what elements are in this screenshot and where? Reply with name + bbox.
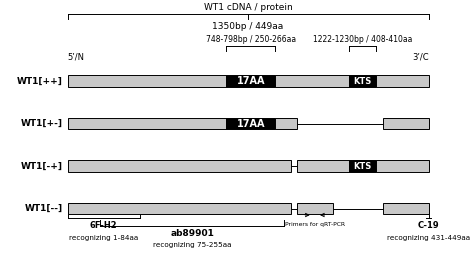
Text: WT1[--]: WT1[--]	[25, 204, 63, 213]
Bar	[297, 160, 349, 172]
Text: C-19: C-19	[418, 221, 439, 230]
Text: 5’/N: 5’/N	[68, 53, 84, 62]
Text: recognizing 431-449aa: recognizing 431-449aa	[387, 235, 470, 241]
Bar	[68, 160, 292, 172]
Text: 17AA: 17AA	[237, 119, 265, 129]
Bar	[349, 160, 376, 172]
Text: 748-798bp / 250-266aa: 748-798bp / 250-266aa	[206, 35, 296, 44]
Text: KTS: KTS	[354, 162, 372, 171]
Bar	[297, 203, 333, 214]
Bar	[376, 160, 428, 172]
Bar	[383, 118, 428, 129]
Text: WT1[-+]: WT1[-+]	[21, 162, 63, 171]
Text: recognizing 1-84aa: recognizing 1-84aa	[69, 235, 138, 241]
Text: WT1[+-]: WT1[+-]	[21, 119, 63, 128]
Text: KTS: KTS	[354, 77, 372, 86]
Bar	[376, 75, 428, 87]
Text: 6F-H2: 6F-H2	[90, 221, 118, 230]
Bar	[349, 75, 376, 87]
Text: 1222-1230bp / 408-410aa: 1222-1230bp / 408-410aa	[313, 35, 412, 44]
Text: Primers for qRT-PCR: Primers for qRT-PCR	[285, 222, 345, 227]
Text: ab89901: ab89901	[170, 229, 214, 238]
Bar	[68, 203, 292, 214]
Bar	[68, 118, 227, 129]
Text: 17AA: 17AA	[237, 76, 265, 86]
Bar	[68, 75, 227, 87]
Bar	[275, 75, 349, 87]
Text: 3’/C: 3’/C	[412, 53, 428, 62]
Bar	[383, 203, 428, 214]
Bar	[227, 75, 275, 87]
Text: 1350bp / 449aa: 1350bp / 449aa	[212, 22, 284, 31]
Text: WT1 cDNA / protein: WT1 cDNA / protein	[204, 3, 292, 12]
Text: WT1[++]: WT1[++]	[17, 77, 63, 86]
Bar	[227, 118, 275, 129]
Bar	[275, 118, 297, 129]
Text: recognizing 75-255aa: recognizing 75-255aa	[153, 242, 231, 248]
